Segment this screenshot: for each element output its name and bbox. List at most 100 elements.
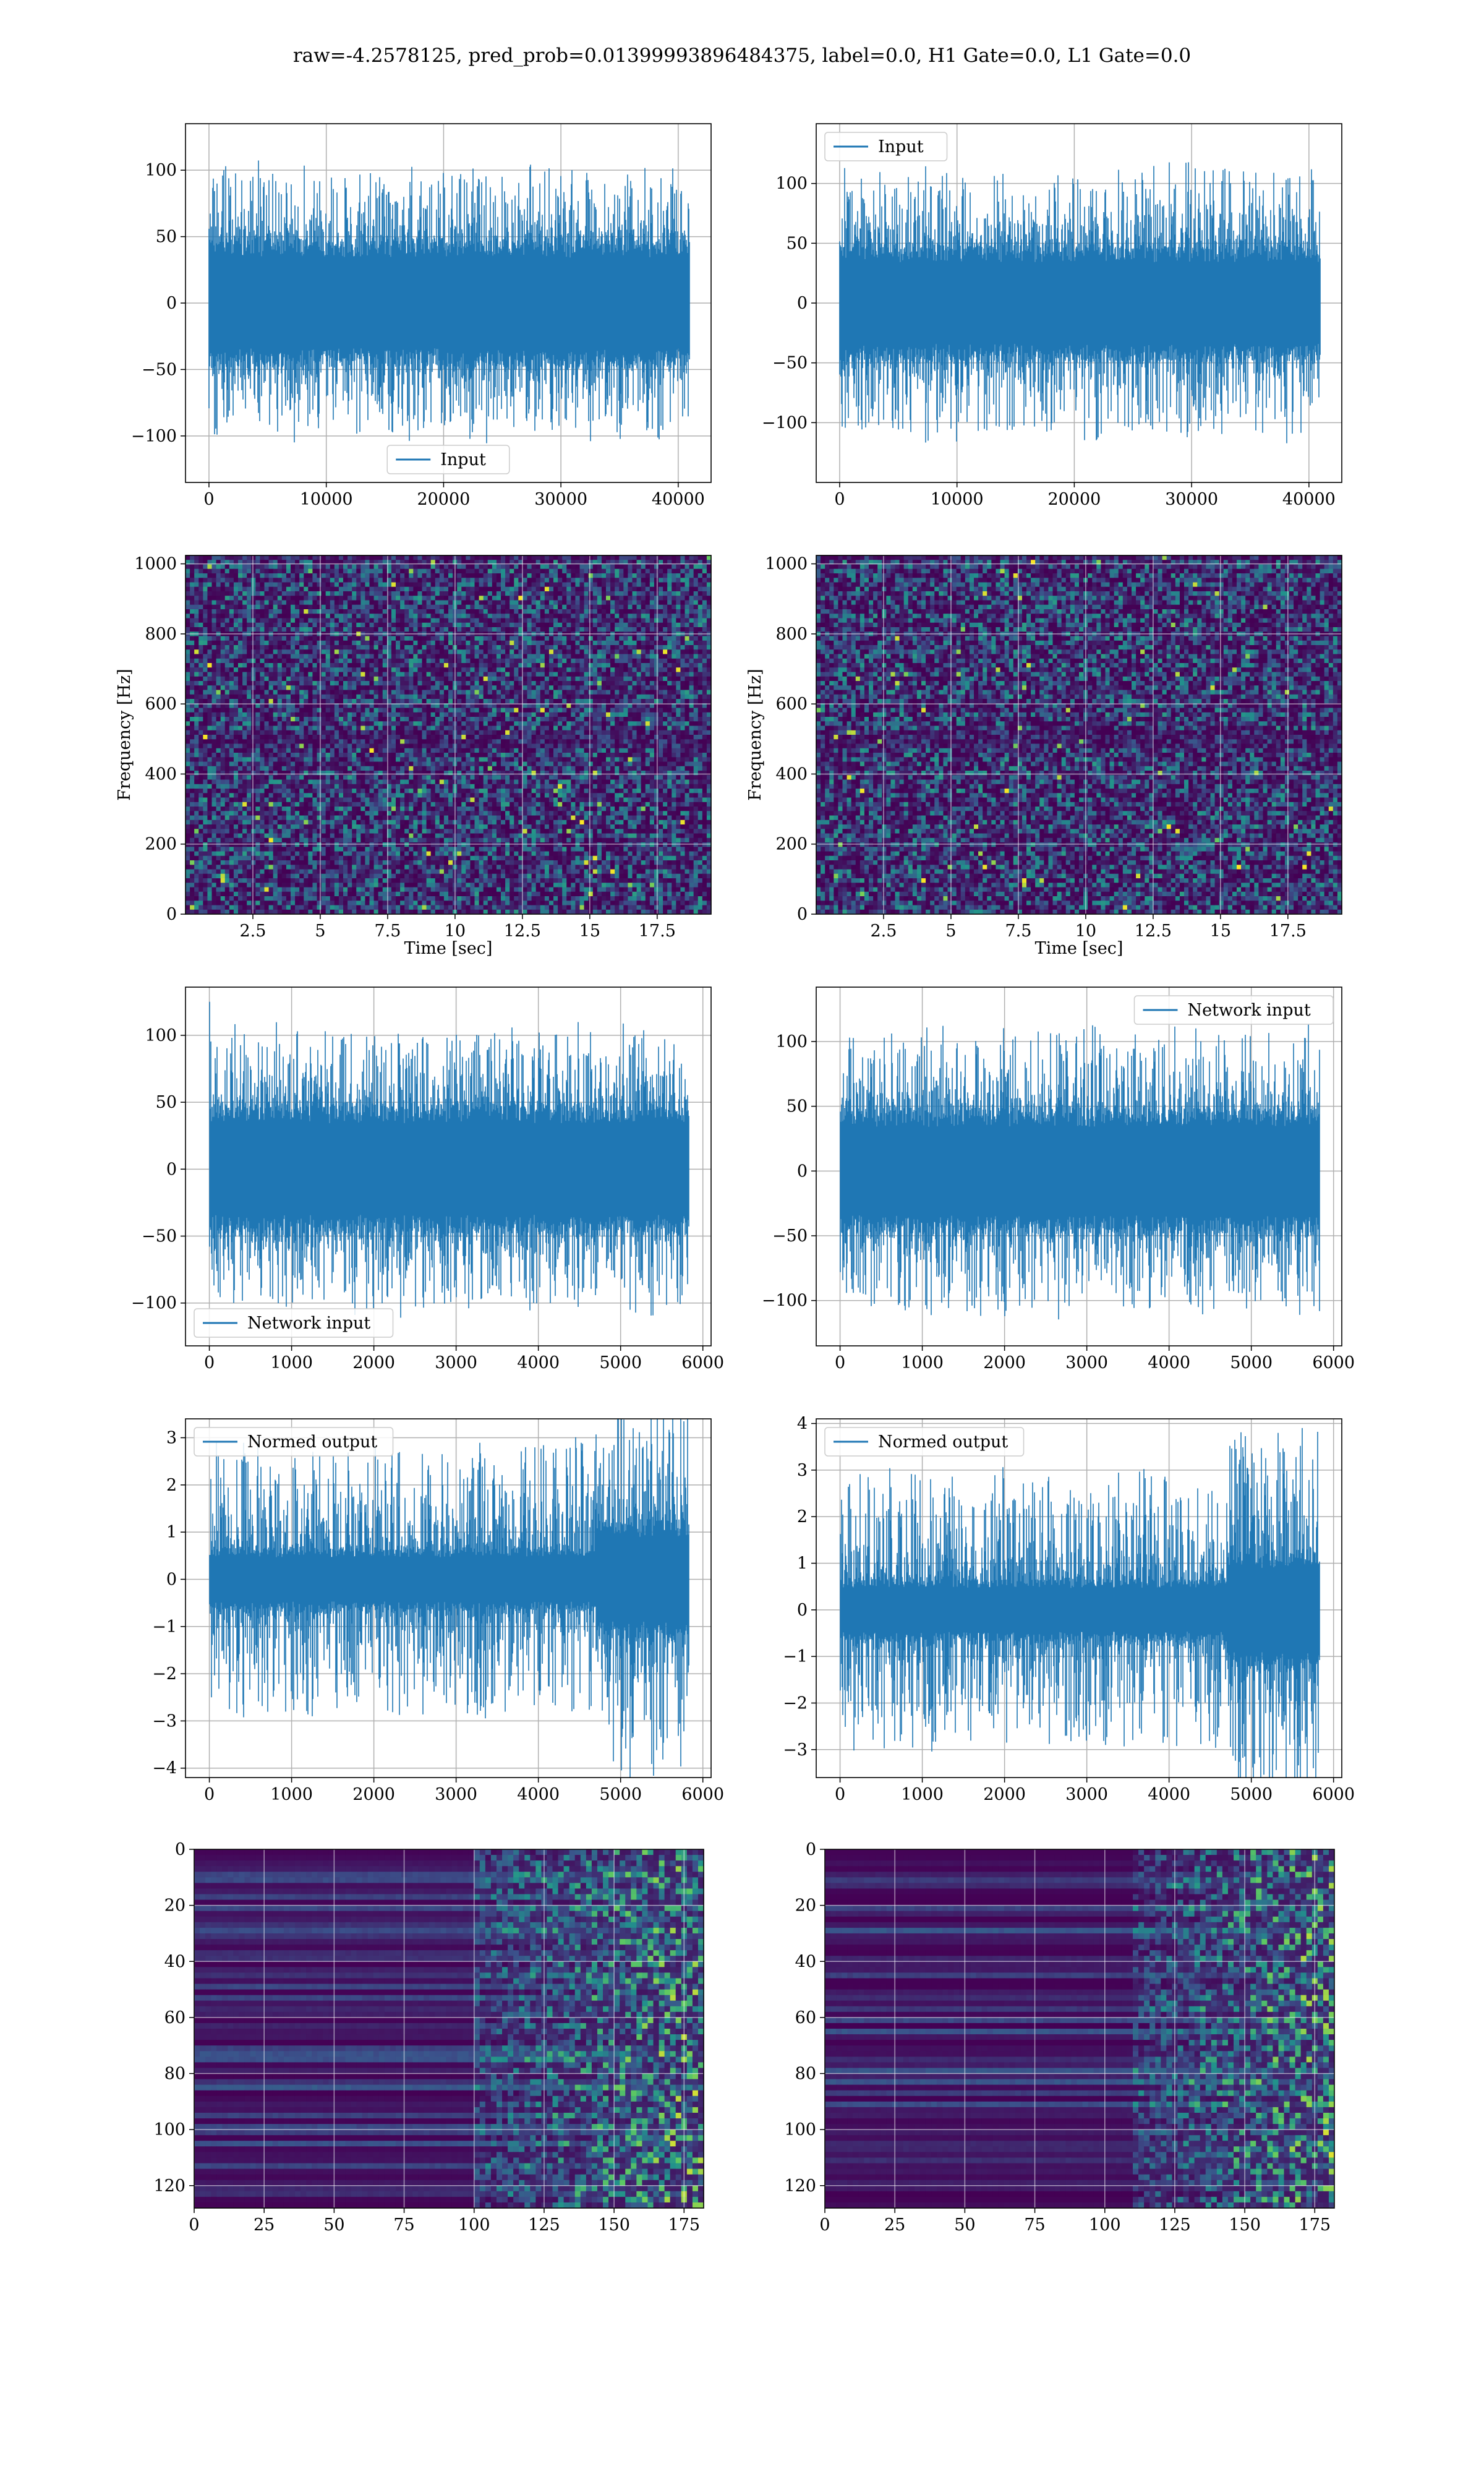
y-tick-label: 120 bbox=[153, 2177, 186, 2196]
x-tick-label: 7.5 bbox=[374, 922, 401, 941]
y-tick-label: 1000 bbox=[765, 555, 808, 574]
y-tick-label: −50 bbox=[772, 354, 808, 373]
legend-box bbox=[386, 445, 510, 474]
legend: Network input bbox=[194, 1308, 394, 1338]
y-tick-label: 2 bbox=[166, 1476, 177, 1495]
panel-l1-input: 0 10000 20000 30000 40000 −100 −50 0 50 100 Input bbox=[762, 123, 1342, 509]
legend-label: Normed output bbox=[878, 1432, 1008, 1452]
y-tick-label: 100 bbox=[145, 161, 177, 180]
x-tick-label: 0 bbox=[203, 490, 214, 509]
axes-frame bbox=[185, 555, 712, 915]
y-tick-label: 100 bbox=[775, 1032, 808, 1051]
y-axis-label: Frequency [Hz] bbox=[746, 669, 765, 800]
x-tick-label: 5000 bbox=[599, 1785, 642, 1804]
plot-area bbox=[186, 987, 711, 1346]
x-tick-label: 4000 bbox=[1148, 1353, 1190, 1372]
y-tick-label: 1 bbox=[797, 1554, 808, 1573]
y-tick-label: 0 bbox=[175, 1840, 186, 1859]
y-tick-label: 600 bbox=[775, 695, 808, 714]
y-tick-label: −100 bbox=[131, 1294, 177, 1313]
y-tick-label: 0 bbox=[166, 1160, 177, 1179]
x-tick-label: 3000 bbox=[435, 1353, 477, 1372]
y-tick-label: 0 bbox=[806, 1840, 816, 1859]
y-tick-label: 3 bbox=[797, 1461, 808, 1480]
x-tick-label: 12.5 bbox=[504, 922, 541, 941]
panel-l1-feature-map: 0 25 50 75 100 125 150 175 0 20 40 60 80 100 120 bbox=[784, 1840, 1335, 2235]
legend-box bbox=[824, 1427, 1025, 1457]
x-tick-label: 6000 bbox=[681, 1353, 724, 1372]
x-tick-label: 4000 bbox=[517, 1785, 560, 1804]
y-tick-label: 80 bbox=[164, 2065, 186, 2084]
x-tick-label: 3000 bbox=[1065, 1785, 1108, 1804]
y-tick-label: 40 bbox=[795, 1952, 816, 1971]
plot-area bbox=[816, 555, 1342, 914]
x-tick-label: 2.5 bbox=[239, 922, 266, 941]
y-tick-label: 0 bbox=[797, 1601, 808, 1620]
legend-label: Network input bbox=[247, 1314, 370, 1333]
x-tick-label: 2000 bbox=[352, 1353, 395, 1372]
x-tick-label: 15 bbox=[579, 922, 600, 941]
x-tick-label: 25 bbox=[254, 2215, 275, 2235]
x-tick-label: 17.5 bbox=[1269, 922, 1307, 941]
y-tick-label: −3 bbox=[152, 1711, 177, 1731]
x-tick-label: 0 bbox=[189, 2215, 199, 2235]
y-tick-label: −100 bbox=[762, 1291, 808, 1311]
x-tick-label: 2.5 bbox=[870, 922, 897, 941]
y-tick-label: −50 bbox=[142, 1227, 177, 1246]
axes-frame bbox=[816, 555, 1342, 915]
x-tick-label: 75 bbox=[1024, 2215, 1045, 2235]
x-tick-label: 50 bbox=[954, 2215, 975, 2235]
plot-area bbox=[194, 1849, 704, 2208]
x-tick-label: 2000 bbox=[983, 1353, 1026, 1372]
panel-h1-feature-map: 0 25 50 75 100 125 150 175 0 20 40 60 80 100 120 bbox=[153, 1840, 704, 2235]
plot-area bbox=[186, 124, 711, 482]
y-tick-label: 600 bbox=[145, 695, 177, 714]
legend-label: Input bbox=[878, 137, 924, 156]
y-tick-label: 50 bbox=[156, 228, 177, 247]
x-tick-label: 20000 bbox=[417, 490, 470, 509]
x-tick-label: 3000 bbox=[1065, 1353, 1108, 1372]
legend-box bbox=[824, 132, 948, 161]
y-tick-label: 200 bbox=[145, 835, 177, 854]
x-tick-label: 175 bbox=[1299, 2215, 1331, 2235]
legend: Input bbox=[824, 132, 948, 161]
y-tick-label: 60 bbox=[795, 2008, 816, 2027]
x-tick-label: 10000 bbox=[300, 490, 353, 509]
y-tick-label: 40 bbox=[164, 1952, 186, 1971]
y-tick-label: −2 bbox=[783, 1693, 808, 1713]
y-tick-label: 0 bbox=[166, 294, 177, 313]
panel-l1-normed-output: 0 1000 2000 3000 4000 5000 6000 −3 −2 −1 0 1 2 3 4 Norm… bbox=[783, 1415, 1355, 1804]
x-tick-label: 3000 bbox=[435, 1785, 477, 1804]
x-tick-label: 100 bbox=[1089, 2215, 1121, 2235]
x-tick-label: 0 bbox=[834, 490, 845, 509]
x-tick-label: 175 bbox=[668, 2215, 701, 2235]
x-tick-label: 4000 bbox=[1148, 1785, 1190, 1804]
x-tick-label: 6000 bbox=[1312, 1785, 1355, 1804]
y-tick-label: −1 bbox=[783, 1647, 808, 1666]
x-tick-label: 75 bbox=[393, 2215, 414, 2235]
x-tick-label: 20000 bbox=[1047, 490, 1101, 509]
y-tick-label: 400 bbox=[775, 764, 808, 784]
y-tick-label: 400 bbox=[145, 764, 177, 784]
y-tick-label: 50 bbox=[787, 1097, 808, 1116]
y-tick-label: −1 bbox=[152, 1617, 177, 1637]
legend: Input bbox=[386, 445, 510, 474]
x-tick-label: 40000 bbox=[652, 490, 705, 509]
x-tick-label: 1000 bbox=[901, 1353, 944, 1372]
legend-box bbox=[194, 1427, 394, 1457]
y-tick-label: −100 bbox=[131, 427, 177, 446]
legend-box bbox=[1133, 995, 1334, 1025]
legend: Normed output bbox=[824, 1427, 1025, 1457]
x-tick-label: 1000 bbox=[270, 1785, 313, 1804]
y-tick-label: −3 bbox=[783, 1740, 808, 1760]
plot-area bbox=[186, 1419, 711, 1778]
x-tick-label: 5000 bbox=[599, 1353, 642, 1372]
x-tick-label: 125 bbox=[1159, 2215, 1191, 2235]
y-tick-label: 0 bbox=[797, 905, 808, 924]
x-tick-label: 50 bbox=[323, 2215, 344, 2235]
x-tick-label: 10000 bbox=[931, 490, 984, 509]
series-line-normed-output bbox=[840, 1427, 1320, 1778]
y-axis-label: Frequency [Hz] bbox=[115, 669, 134, 800]
x-tick-label: 25 bbox=[884, 2215, 905, 2235]
x-tick-label: 17.5 bbox=[639, 922, 676, 941]
